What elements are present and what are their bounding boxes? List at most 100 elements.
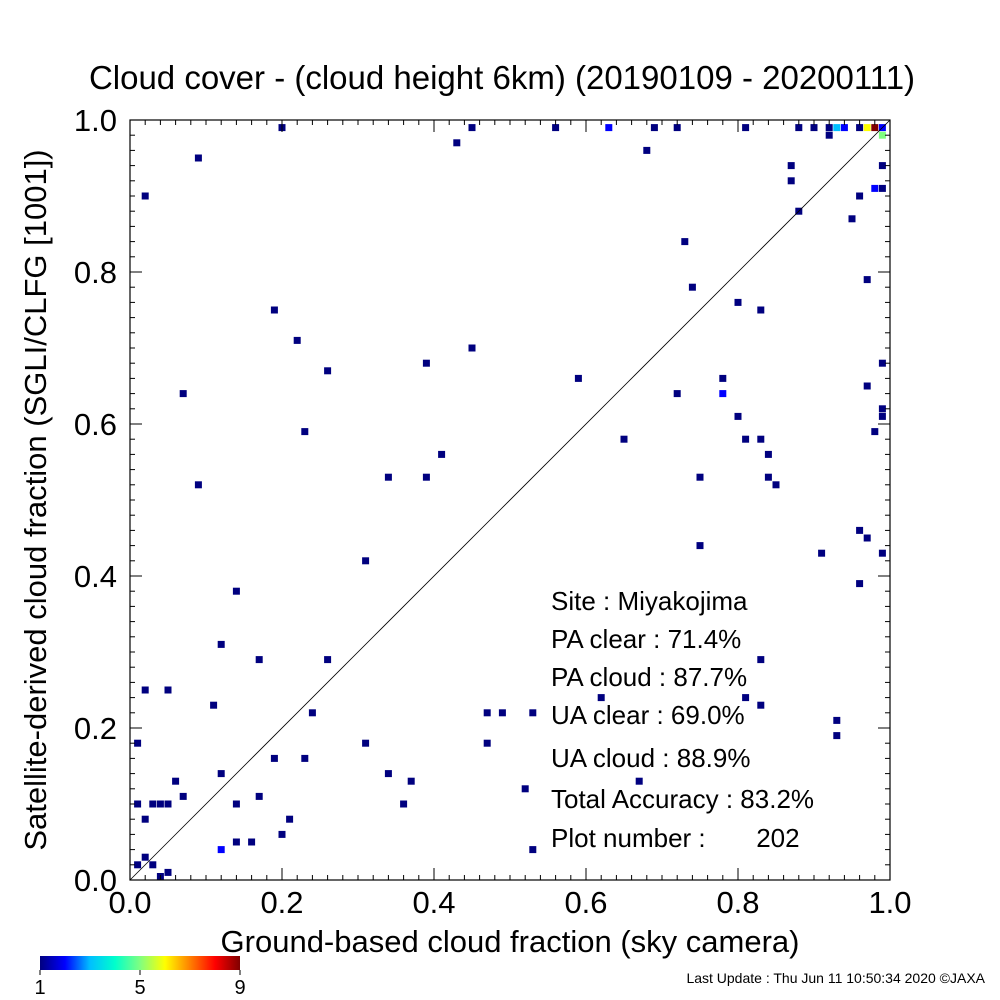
y-axis-label: Satellite-derived cloud fraction (SGLI/C… [18,149,53,850]
data-point-88 [134,739,142,747]
data-point-50 [871,428,879,436]
data-point-93 [217,770,225,778]
x-tick-label: 0.6 [564,885,607,920]
data-point-55 [757,435,765,443]
data-point-99 [255,792,263,800]
data-point-81 [308,709,316,717]
data-point-92 [301,754,309,762]
y-tick-label: 0.8 [74,255,117,290]
data-point-5 [840,124,848,132]
data-point-109 [278,830,286,838]
data-point-13 [650,124,658,132]
data-point-28 [848,215,856,223]
data-point-41 [574,374,582,382]
data-point-76 [141,686,149,694]
data-point-1 [878,131,886,139]
data-point-68 [696,542,704,550]
data-point-36 [293,336,301,344]
data-point-48 [878,405,886,413]
data-point-112 [529,846,537,854]
data-point-14 [673,124,681,132]
data-point-11 [468,124,476,132]
data-point-86 [833,716,841,724]
data-point-85 [757,701,765,709]
data-point-102 [149,800,157,808]
data-point-54 [742,435,750,443]
data-point-103 [156,800,164,808]
data-point-31 [878,162,886,170]
one-to-one-line [129,119,891,881]
y-tick-label: 0.0 [74,863,117,898]
footer-last-update: Last Update : Thu Jun 11 10:50:34 2020 ©… [686,970,985,986]
data-point-33 [688,283,696,291]
data-point-17 [810,124,818,132]
data-point-37 [324,367,332,375]
data-point-64 [856,526,864,534]
data-point-32 [681,238,689,246]
data-point-98 [179,792,187,800]
x-tick-label: 0.0 [108,885,151,920]
data-point-94 [384,770,392,778]
data-point-66 [878,549,886,557]
data-point-47 [878,359,886,367]
y-tick-label: 0.6 [74,407,117,442]
data-point-59 [438,450,446,458]
data-point-52 [620,435,628,443]
data-point-101 [134,800,142,808]
data-point-9 [871,184,879,192]
y-tick-label: 0.4 [74,559,117,594]
data-point-58 [772,481,780,489]
data-point-113 [141,853,149,861]
data-point-24 [141,192,149,200]
data-point-72 [217,640,225,648]
stat-total-accuracy: Total Accuracy : 83.2% [551,784,814,814]
data-point-18 [825,124,833,132]
data-point-71 [232,587,240,595]
stat-ua-cloud: UA cloud : 88.9% [551,743,750,773]
data-point-8 [217,846,225,854]
stat-pa-cloud: PA cloud : 87.7% [551,662,747,692]
stat-pa-clear: PA clear : 71.4% [551,624,741,654]
data-point-2 [863,124,871,132]
data-point-84 [529,709,537,717]
data-point-23 [194,154,202,162]
y-tick-label: 1.0 [74,103,117,138]
x-tick-label: 0.2 [260,885,303,920]
data-point-57 [764,473,772,481]
data-point-83 [498,709,506,717]
data-point-65 [863,534,871,542]
data-point-45 [757,306,765,314]
data-point-77 [164,686,172,694]
data-point-104 [164,800,172,808]
data-point-111 [248,838,256,846]
data-points [134,124,886,880]
data-point-29 [856,192,864,200]
stats-box: Site : Miyakojima PA clear : 71.4% PA cl… [551,586,814,853]
data-point-12 [552,124,560,132]
data-point-44 [734,298,742,306]
data-point-80 [210,701,218,709]
data-point-22 [825,131,833,139]
data-point-115 [149,861,157,869]
stat-site: Site : Miyakojima [551,586,748,616]
data-point-43 [719,374,727,382]
data-point-110 [232,838,240,846]
y-tick-labels: 0.0 0.2 0.4 0.6 0.8 1.0 [74,103,117,898]
data-point-51 [301,428,309,436]
data-point-97 [635,777,643,785]
data-point-74 [324,656,332,664]
colorbar-ticks: 1 5 9 [34,970,246,999]
data-point-30 [878,184,886,192]
x-tick-label: 0.8 [716,885,759,920]
data-point-7 [719,390,727,398]
data-point-35 [270,306,278,314]
colorbar-tick-label: 5 [134,977,145,999]
colorbar-tick-label: 1 [34,977,45,999]
data-point-39 [422,359,430,367]
colorbar-tick-label: 9 [234,977,245,999]
data-point-49 [878,412,886,420]
data-point-21 [643,146,651,154]
x-tick-labels: 0.0 0.2 0.4 0.6 0.8 1.0 [108,885,911,920]
data-point-108 [286,815,294,823]
y-tick-label: 0.2 [74,711,117,746]
